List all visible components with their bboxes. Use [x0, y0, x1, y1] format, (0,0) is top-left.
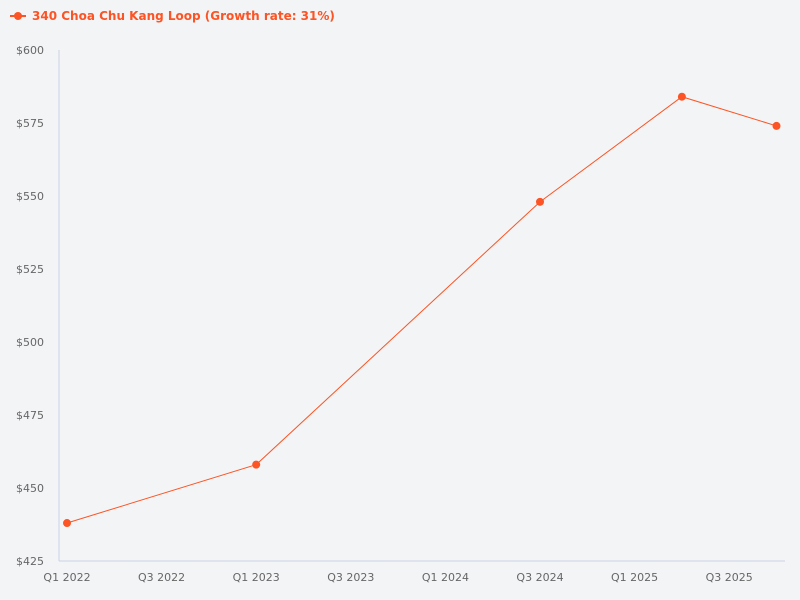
data-point-marker[interactable] [63, 519, 71, 528]
x-tick-label: Q3 2024 [516, 571, 563, 584]
x-tick-label: Q3 2023 [327, 571, 374, 584]
data-point-marker[interactable] [252, 460, 261, 469]
x-tick-label: Q1 2025 [611, 571, 658, 584]
y-tick-label: $450 [16, 482, 44, 495]
y-tick-label: $525 [16, 263, 44, 276]
x-tick-label: Q3 2025 [706, 571, 753, 584]
y-tick-label: $575 [16, 117, 44, 130]
data-point-marker[interactable] [677, 92, 686, 101]
data-points [63, 92, 781, 528]
legend-label: 340 Choa Chu Kang Loop (Growth rate: 31%… [32, 9, 335, 23]
data-point-marker[interactable] [536, 197, 544, 206]
y-tick-label: $600 [16, 44, 44, 57]
y-tick-label: $475 [16, 409, 44, 422]
data-point-marker[interactable] [772, 121, 781, 130]
y-tick-label: $425 [16, 555, 44, 568]
y-tick-label: $550 [16, 190, 44, 203]
chart-legend[interactable]: 340 Choa Chu Kang Loop (Growth rate: 31%… [10, 9, 335, 23]
x-tick-label: Q1 2023 [233, 571, 280, 584]
series-line [66, 96, 777, 524]
x-axis-ticks: Q1 2022 Q3 2022 Q1 2023 Q3 2023 Q1 2024 Q3 20… [43, 571, 752, 584]
x-tick-label: Q1 2022 [43, 571, 90, 584]
y-axis-ticks: $425 $450 $475 $500 $525 $550 $575 $600 [16, 44, 44, 568]
x-tick-label: Q3 2022 [138, 571, 185, 584]
legend-line-marker-icon [10, 11, 26, 21]
x-tick-label: Q1 2024 [422, 571, 469, 584]
y-tick-label: $500 [16, 336, 44, 349]
